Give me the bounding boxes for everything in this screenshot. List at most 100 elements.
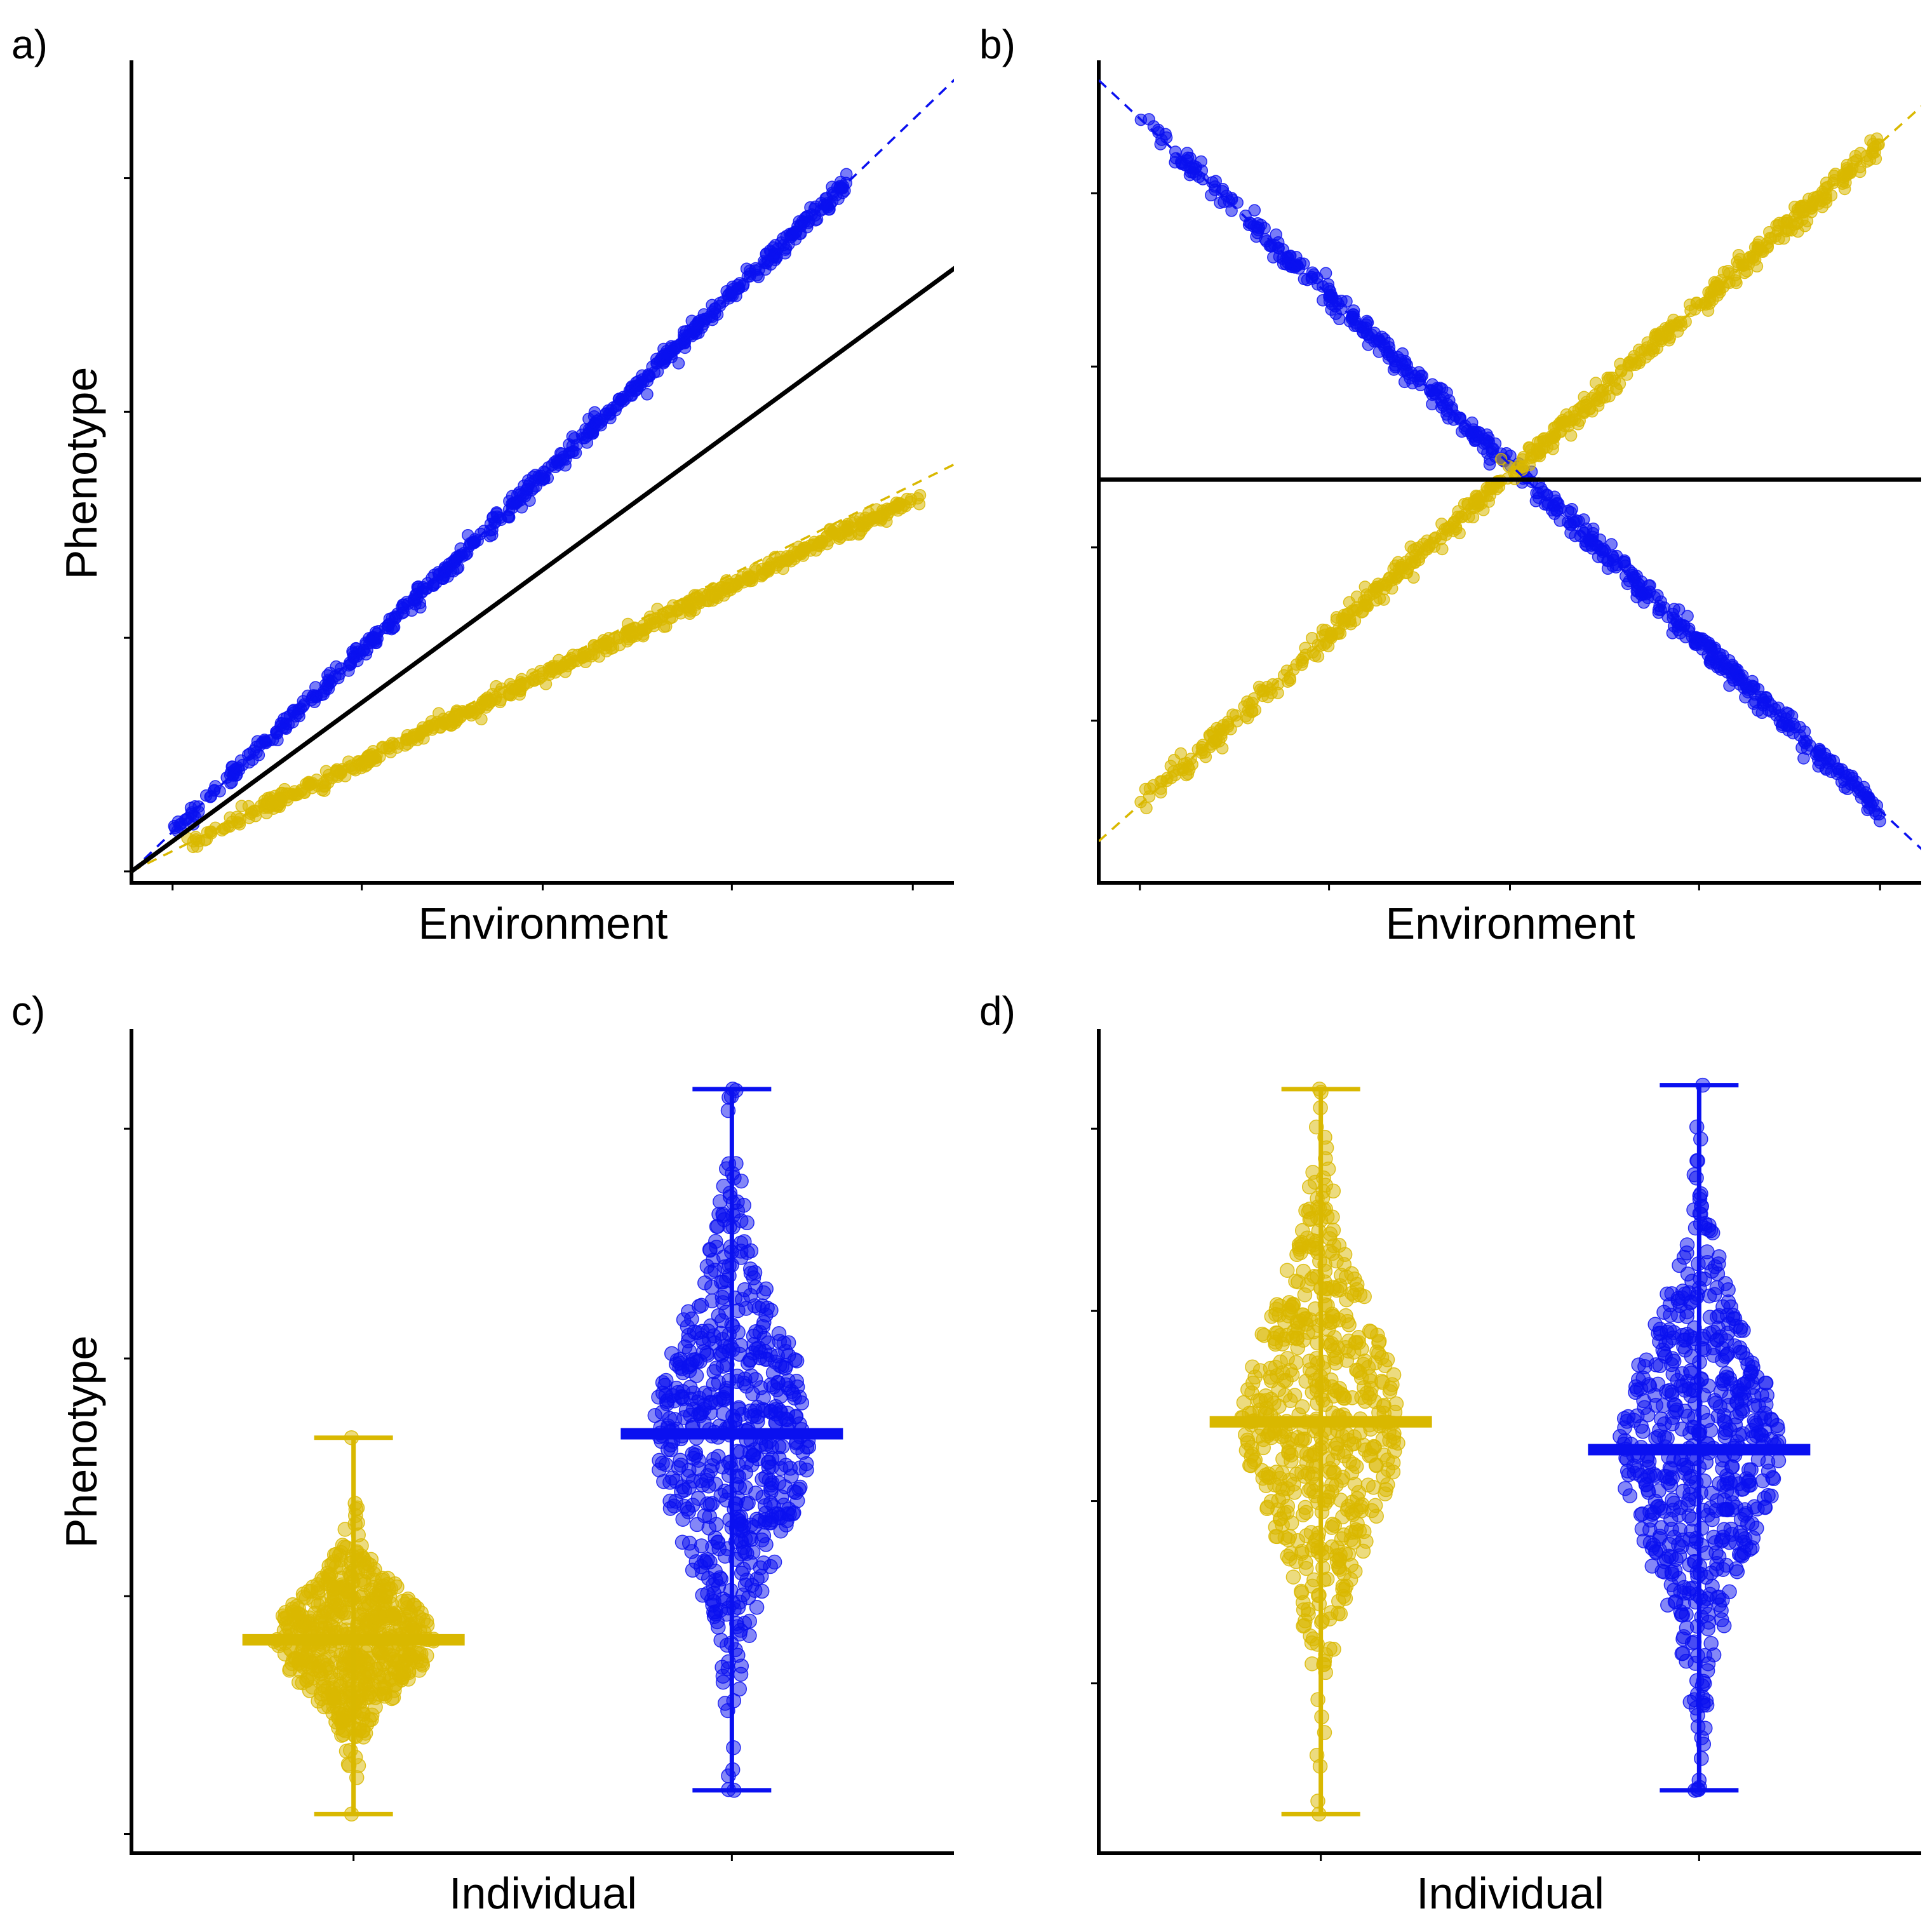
data-point [1339,1292,1354,1308]
data-point [1716,1618,1732,1633]
data-point [1282,1551,1298,1567]
y-axis-label-c: Phenotype [57,1336,106,1548]
data-point [778,1343,793,1359]
data-point [504,678,517,691]
data-point [753,1560,768,1576]
data-point [810,213,824,226]
data-point [1653,1500,1668,1516]
data-point [1325,1452,1341,1468]
panel-label-c: c) [11,988,45,1034]
data-point [1636,1533,1652,1549]
data-point [758,1307,774,1323]
data-point [1705,644,1718,657]
data-point [674,1484,689,1499]
data-point [869,511,882,523]
data-point [666,1498,682,1514]
data-point [307,1651,323,1667]
data-point [700,1496,715,1512]
data-point [1343,1557,1359,1573]
data-point [1662,1460,1678,1476]
data-point [457,706,470,719]
data-point [374,1609,389,1625]
data-point [290,1608,305,1624]
data-point [681,1304,696,1319]
data-point [779,1517,794,1533]
data-point [748,1341,764,1357]
data-point [1796,213,1809,226]
data-point [1320,1161,1336,1177]
data-point [1273,1511,1289,1526]
data-point [1729,274,1742,287]
panel-b [1091,60,1921,890]
data-point [1761,1463,1776,1479]
data-point [1669,1402,1684,1418]
data-point [1721,1282,1736,1298]
data-point [1641,1454,1657,1469]
data-point [711,1375,727,1390]
data-point [1618,554,1631,567]
series-yellow [181,488,927,854]
data-point [411,1646,427,1661]
data-point [1267,251,1280,264]
data-point [1294,1432,1310,1447]
data-point [1679,1327,1694,1342]
data-point [675,1512,690,1527]
panel-a [124,60,954,890]
data-point [1700,1663,1715,1679]
x-axis-label-c: Individual [449,1868,637,1918]
data-point [587,410,601,423]
data-point [1305,1656,1320,1672]
data-point [1723,1522,1739,1537]
data-point [1701,1222,1717,1237]
data-point [377,1689,393,1704]
data-point [1860,155,1874,168]
data-point [603,408,616,421]
data-point [777,1360,793,1376]
data-point [324,1685,339,1700]
data-point [739,1215,755,1231]
data-point [1297,1618,1312,1633]
data-point [1387,363,1400,376]
data-point [398,1611,413,1627]
data-point [1263,1392,1279,1407]
data-point [754,1532,770,1548]
data-point [532,469,546,483]
data-point [1657,1430,1672,1446]
data-point [1709,1332,1725,1348]
data-point [745,1386,760,1402]
data-point [1626,1412,1642,1428]
data-point [758,1281,774,1297]
data-point [1754,1387,1769,1403]
data-point [1389,559,1402,572]
data-point [1640,1407,1656,1423]
data-point [542,461,555,474]
data-point [446,712,459,725]
data-point [841,518,854,531]
data-point [695,1587,710,1603]
data-point [706,1328,721,1344]
data-point [711,591,724,605]
data-point [1449,409,1462,422]
x-axis-label-a: Environment [419,899,668,948]
data-point [1719,1369,1734,1385]
data-point [1747,697,1760,710]
data-point [643,370,655,383]
data-point [1570,514,1583,527]
data-point [1707,1259,1723,1275]
data-point [275,1608,291,1624]
data-point [1719,1557,1734,1573]
data-point [647,619,661,633]
data-point [1711,1589,1727,1605]
data-point [1675,1646,1691,1661]
data-point [708,1573,723,1588]
data-point [827,527,840,540]
data-point [702,1242,718,1258]
data-point [235,800,248,812]
data-point [1820,196,1833,209]
data-point [716,1178,732,1194]
data-point [1180,768,1193,782]
data-point [514,685,527,697]
data-point [1714,1603,1729,1618]
data-point [1225,192,1238,205]
data-point [734,1173,749,1189]
